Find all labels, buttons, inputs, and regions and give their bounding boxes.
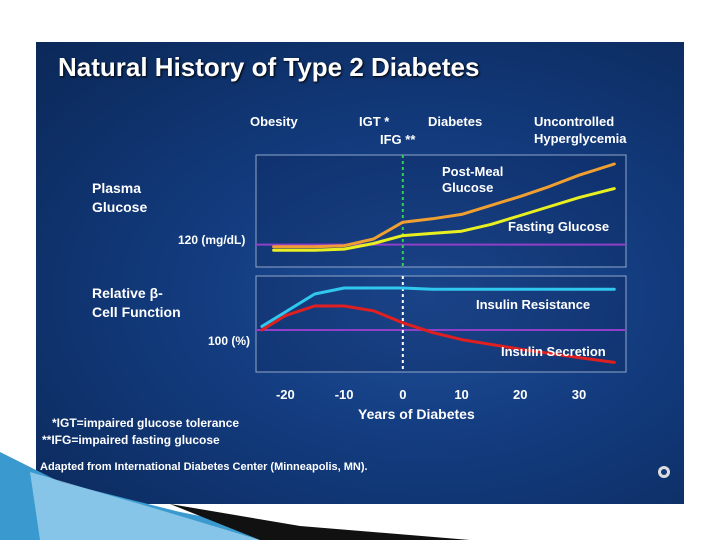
insulin-secretion-label: Insulin Secretion	[501, 344, 606, 359]
stage-diabetes: Diabetes	[428, 114, 483, 129]
logo-icon	[658, 466, 670, 478]
slide-title: Natural History of Type 2 Diabetes	[58, 52, 480, 82]
beta-label-line1: Relative β-	[92, 285, 163, 301]
stage-ifg: IFG **	[380, 132, 416, 147]
x-tick-label: 10	[454, 387, 468, 402]
glucose-reference-label: 120 (mg/dL)	[178, 233, 246, 247]
postmeal-label-1: Post-Meal	[442, 164, 504, 179]
plasma-label-line2: Glucose	[92, 199, 148, 215]
beta-label-line2: Cell Function	[92, 304, 181, 320]
stage-igt: IGT *	[359, 114, 390, 129]
footnote-ifg: **IFG=impaired fasting glucose	[42, 433, 220, 447]
insulin-resistance-label: Insulin Resistance	[476, 297, 591, 312]
slide: -20 -10 0 10 20 30 Natural History of Type 2 …	[36, 42, 684, 504]
chart-area: -20 -10 0 10 20 30	[255, 154, 627, 402]
x-tick-label: -10	[335, 387, 354, 402]
plasma-glucose-label: Plasma Glucose	[92, 179, 147, 217]
x-tick-label: 30	[572, 387, 586, 402]
x-tick-label: 0	[399, 387, 406, 402]
x-tick-label: -20	[276, 387, 295, 402]
series-line-insulin-secretion	[260, 304, 616, 364]
postmeal-label-2: Glucose	[442, 180, 494, 195]
beta-cell-label: Relative β- Cell Function	[92, 284, 181, 322]
footnote-igt: *IGT=impaired glucose tolerance	[52, 416, 240, 430]
stage-uncontrolled: Uncontrolled	[534, 114, 615, 129]
plasma-label-line1: Plasma	[92, 180, 142, 196]
x-axis-label: Years of Diabetes	[358, 406, 475, 422]
stage-obesity: Obesity	[250, 114, 298, 129]
series-line-fasting-glucose	[272, 187, 616, 252]
fasting-glucose-label: Fasting Glucose	[508, 219, 610, 234]
x-tick-label: 20	[513, 387, 527, 402]
source-citation: Adapted from International Diabetes Cent…	[40, 461, 368, 473]
series-line-post-meal-glucose	[272, 162, 616, 249]
beta-reference-label: 100 (%)	[208, 334, 251, 348]
corner-swoosh-decor	[0, 452, 470, 540]
series-line-insulin-resistance	[260, 286, 616, 328]
stage-hyperglycemia: Hyperglycemia	[534, 131, 627, 146]
plot-frame-0	[255, 154, 627, 268]
